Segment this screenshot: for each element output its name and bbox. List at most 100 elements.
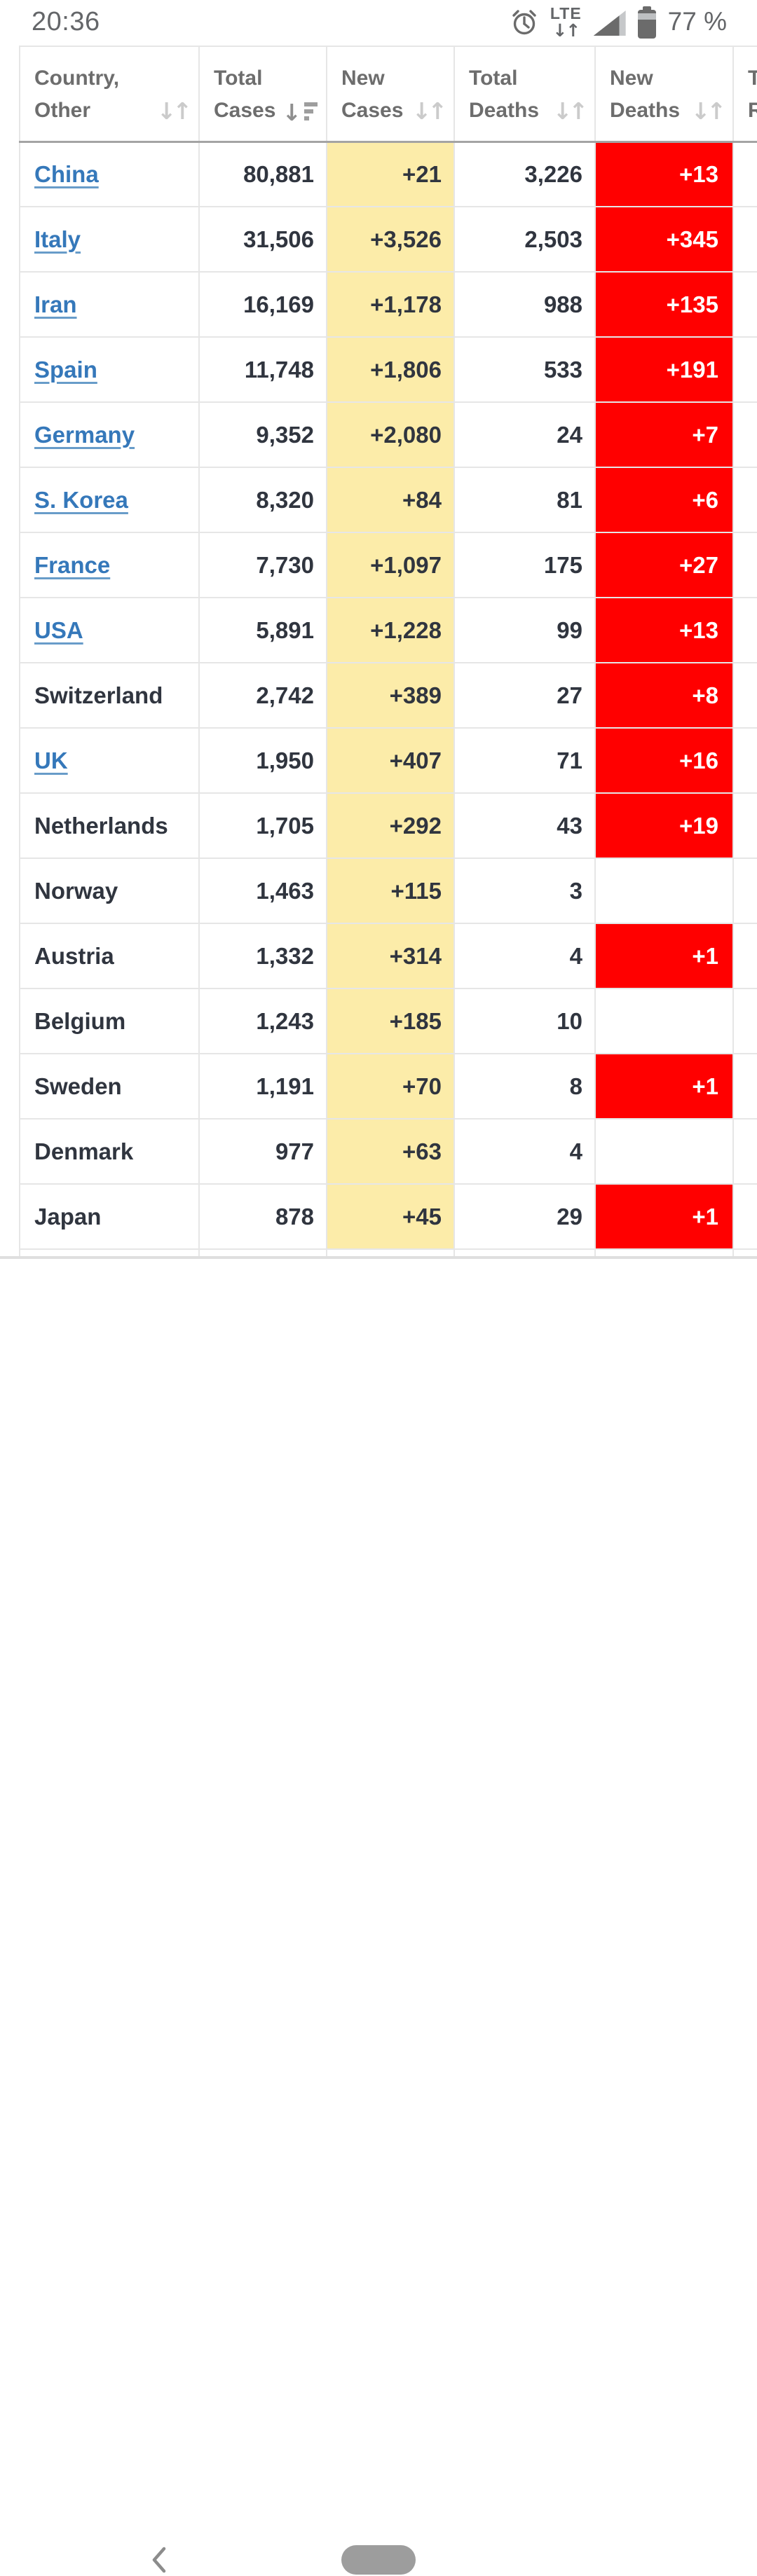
column-header-total-deaths[interactable]: Total Deaths ↓↑ [453, 46, 596, 143]
total-recovered-cell [732, 271, 757, 338]
table-row: S. Korea 8,320 +84 81 +6 [19, 467, 757, 533]
network-type-label: LTE [550, 4, 582, 22]
country-cell: Germany [19, 401, 200, 468]
sort-icon[interactable]: ↓↑ [690, 97, 726, 125]
table-row: Norway 1,463 +115 3 [19, 857, 757, 924]
total-deaths-cell: 27 [453, 662, 596, 729]
total-deaths-cell: 175 [453, 532, 596, 598]
country-cell: UK [19, 727, 200, 794]
total-recovered-cell [732, 532, 757, 598]
total-deaths-cell: 533 [453, 336, 596, 403]
country-cell: Japan [19, 1183, 200, 1250]
total-cases-cell: 1,243 [198, 988, 327, 1054]
country-text[interactable]: Italy [34, 226, 81, 252]
column-header-new-deaths[interactable]: New Deaths ↓↑ [594, 46, 734, 143]
total-cases-cell: 1,950 [198, 727, 327, 794]
new-deaths-cell: +6 [594, 467, 734, 533]
total-recovered-cell [732, 597, 757, 663]
column-header-total-recovered[interactable]: Total Recovered [732, 46, 757, 143]
back-button[interactable] [147, 2544, 171, 2576]
country-text[interactable]: China [34, 160, 99, 187]
new-deaths-cell: +1 [594, 1053, 734, 1120]
new-deaths-cell: +135 [594, 271, 734, 338]
battery-percent: 77 % [667, 7, 727, 36]
table-row: Italy 31,506 +3,526 2,503 +345 [19, 206, 757, 273]
content-divider [0, 1256, 757, 1259]
total-cases-cell: 1,191 [198, 1053, 327, 1120]
new-cases-cell: +21 [326, 141, 455, 207]
total-deaths-cell: 99 [453, 597, 596, 663]
total-cases-cell: 11,748 [198, 336, 327, 403]
country-cell: Netherlands [19, 792, 200, 859]
sort-icon[interactable]: ↓↑ [156, 97, 192, 125]
total-cases-cell: 878 [198, 1183, 327, 1250]
country-cell: S. Korea [19, 467, 200, 533]
country-cell: USA [19, 597, 200, 663]
table-row: UK 1,950 +407 71 +16 [19, 727, 757, 794]
new-cases-cell: +45 [326, 1183, 455, 1250]
table-row: Japan 878 +45 29 +1 [19, 1183, 757, 1250]
new-cases-cell: +407 [326, 727, 455, 794]
country-text[interactable]: Iran [34, 291, 77, 317]
total-recovered-cell [732, 923, 757, 989]
sort-icon[interactable]: ↓↑ [552, 97, 588, 125]
country-text: Japan [34, 1203, 102, 1230]
country-text[interactable]: UK [34, 747, 68, 773]
new-cases-cell: +1,806 [326, 336, 455, 403]
status-time: 20:36 [32, 6, 100, 36]
new-deaths-cell: +27 [594, 532, 734, 598]
total-cases-cell: 1,705 [198, 792, 327, 859]
total-recovered-cell [732, 401, 757, 468]
table-row: Iran 16,169 +1,178 988 +135 [19, 271, 757, 338]
table-row: Sweden 1,191 +70 8 +1 [19, 1053, 757, 1120]
new-cases-cell: +1,097 [326, 532, 455, 598]
table-row: Germany 9,352 +2,080 24 +7 [19, 401, 757, 468]
new-deaths-cell: +19 [594, 792, 734, 859]
country-text[interactable]: S. Korea [34, 486, 128, 513]
total-recovered-cell [732, 662, 757, 729]
table-row: China 80,881 +21 3,226 +13 [19, 141, 757, 207]
new-cases-cell: +2,080 [326, 401, 455, 468]
sort-icon[interactable]: ↓↑ [411, 97, 447, 125]
battery-icon [637, 6, 656, 39]
total-cases-cell: 1,463 [198, 857, 327, 924]
country-cell: Iran [19, 271, 200, 338]
new-deaths-cell: +7 [594, 401, 734, 468]
total-cases-cell: 5,891 [198, 597, 327, 663]
new-cases-cell: +70 [326, 1053, 455, 1120]
total-recovered-cell [732, 141, 757, 207]
country-text: Norway [34, 877, 118, 904]
new-deaths-cell: +191 [594, 336, 734, 403]
total-cases-cell: 8,320 [198, 467, 327, 533]
total-recovered-cell [732, 1183, 757, 1250]
total-recovered-cell [732, 727, 757, 794]
column-header-new-cases[interactable]: New Cases ↓↑ [326, 46, 455, 143]
new-deaths-cell: +345 [594, 206, 734, 273]
country-text: Sweden [34, 1073, 122, 1099]
total-deaths-cell: 71 [453, 727, 596, 794]
country-cell: Spain [19, 336, 200, 403]
column-header-total-cases[interactable]: Total Cases ↓ [198, 46, 327, 143]
country-cell: China [19, 141, 200, 207]
column-header-country[interactable]: Country, Other ↓↑ [19, 46, 200, 143]
country-text[interactable]: Germany [34, 421, 135, 448]
table-row: Switzerland 2,742 +389 27 +8 [19, 662, 757, 729]
new-cases-cell: +115 [326, 857, 455, 924]
total-deaths-cell: 4 [453, 1118, 596, 1185]
country-text[interactable]: France [34, 551, 111, 578]
total-recovered-cell [732, 206, 757, 273]
total-cases-cell: 80,881 [198, 141, 327, 207]
total-recovered-cell [732, 988, 757, 1054]
new-deaths-cell: +1 [594, 1183, 734, 1250]
new-cases-cell: +314 [326, 923, 455, 989]
country-text[interactable]: Spain [34, 356, 97, 383]
home-pill[interactable] [341, 2545, 416, 2575]
sort-desc-icon[interactable]: ↓ [282, 101, 318, 124]
country-text: Denmark [34, 1138, 134, 1164]
signal-strength-icon [593, 11, 626, 36]
total-deaths-cell: 43 [453, 792, 596, 859]
network-indicator: LTE ↓↑ [550, 4, 582, 40]
total-cases-cell: 1,332 [198, 923, 327, 989]
country-text[interactable]: USA [34, 617, 83, 643]
new-deaths-cell: +8 [594, 662, 734, 729]
